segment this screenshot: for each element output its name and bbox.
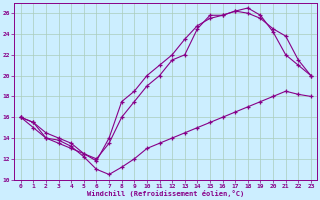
X-axis label: Windchill (Refroidissement éolien,°C): Windchill (Refroidissement éolien,°C) (87, 190, 244, 197)
